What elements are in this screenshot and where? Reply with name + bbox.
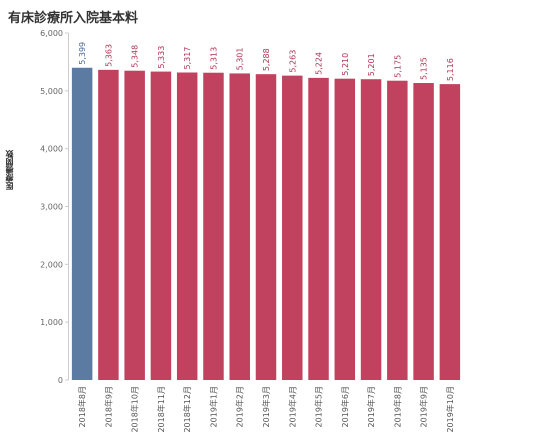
bar: [255, 74, 277, 380]
y-tick-label: 1,000: [40, 318, 63, 327]
value-label: 5,317: [183, 47, 192, 70]
bar: [308, 77, 329, 381]
value-label: 5,288: [262, 48, 271, 71]
value-label: 5,263: [288, 50, 297, 73]
value-label: 5,363: [104, 44, 113, 67]
x-tick-label: 2019年7月: [366, 386, 376, 427]
value-label: 5,201: [367, 53, 376, 76]
bar: [71, 67, 93, 380]
chart-title: 有床診療所入院基本料: [8, 11, 139, 26]
x-tick-label: 2019年5月: [314, 386, 324, 427]
x-tick-label: 2019年4月: [287, 386, 297, 427]
y-tick-label: 3,000: [40, 203, 63, 212]
y-tick-label: 4,000: [40, 145, 63, 154]
x-tick-label: 2018年11月: [156, 386, 166, 433]
value-label: 5,224: [315, 52, 324, 75]
x-tick-label: 2019年1月: [208, 386, 218, 427]
value-label: 5,301: [236, 48, 245, 71]
bar: [150, 71, 172, 381]
value-label: 5,333: [157, 46, 166, 69]
bar: [124, 70, 145, 380]
y-tick-label: 5,000: [40, 87, 63, 96]
value-label: 5,116: [446, 58, 455, 81]
x-tick-label: 2018年9月: [103, 386, 113, 427]
value-label: 5,175: [393, 55, 402, 78]
value-label: 5,210: [341, 53, 350, 76]
bar: [360, 79, 382, 380]
bar: [229, 73, 250, 380]
bar: [282, 75, 303, 380]
x-tick-label: 2018年8月: [77, 386, 87, 427]
bar: [203, 72, 224, 380]
x-tick-label: 2019年9月: [419, 386, 429, 427]
x-tick-label: 2019年2月: [235, 386, 245, 427]
y-tick-label: 6,000: [40, 29, 63, 38]
x-tick-label: 2019年8月: [392, 386, 402, 427]
x-tick-label: 2019年3月: [261, 386, 271, 427]
bar: [387, 80, 408, 381]
x-tick-label: 2019年6月: [340, 386, 350, 427]
x-tick-label: 2018年10月: [130, 386, 140, 433]
y-tick-label: 2,000: [40, 260, 63, 269]
x-tick-label: 2019年10月: [445, 386, 455, 433]
x-tick-label: 2018年12月: [182, 386, 192, 433]
value-label: 5,313: [209, 47, 218, 70]
y-tick-label: 0: [58, 376, 63, 385]
bar: [98, 69, 119, 380]
bar: [176, 72, 198, 380]
bar: [413, 83, 434, 381]
bar: [439, 84, 461, 380]
bar: [334, 78, 356, 381]
value-label: 5,348: [131, 45, 140, 68]
value-label: 5,399: [78, 42, 87, 65]
value-label: 5,135: [420, 57, 429, 80]
